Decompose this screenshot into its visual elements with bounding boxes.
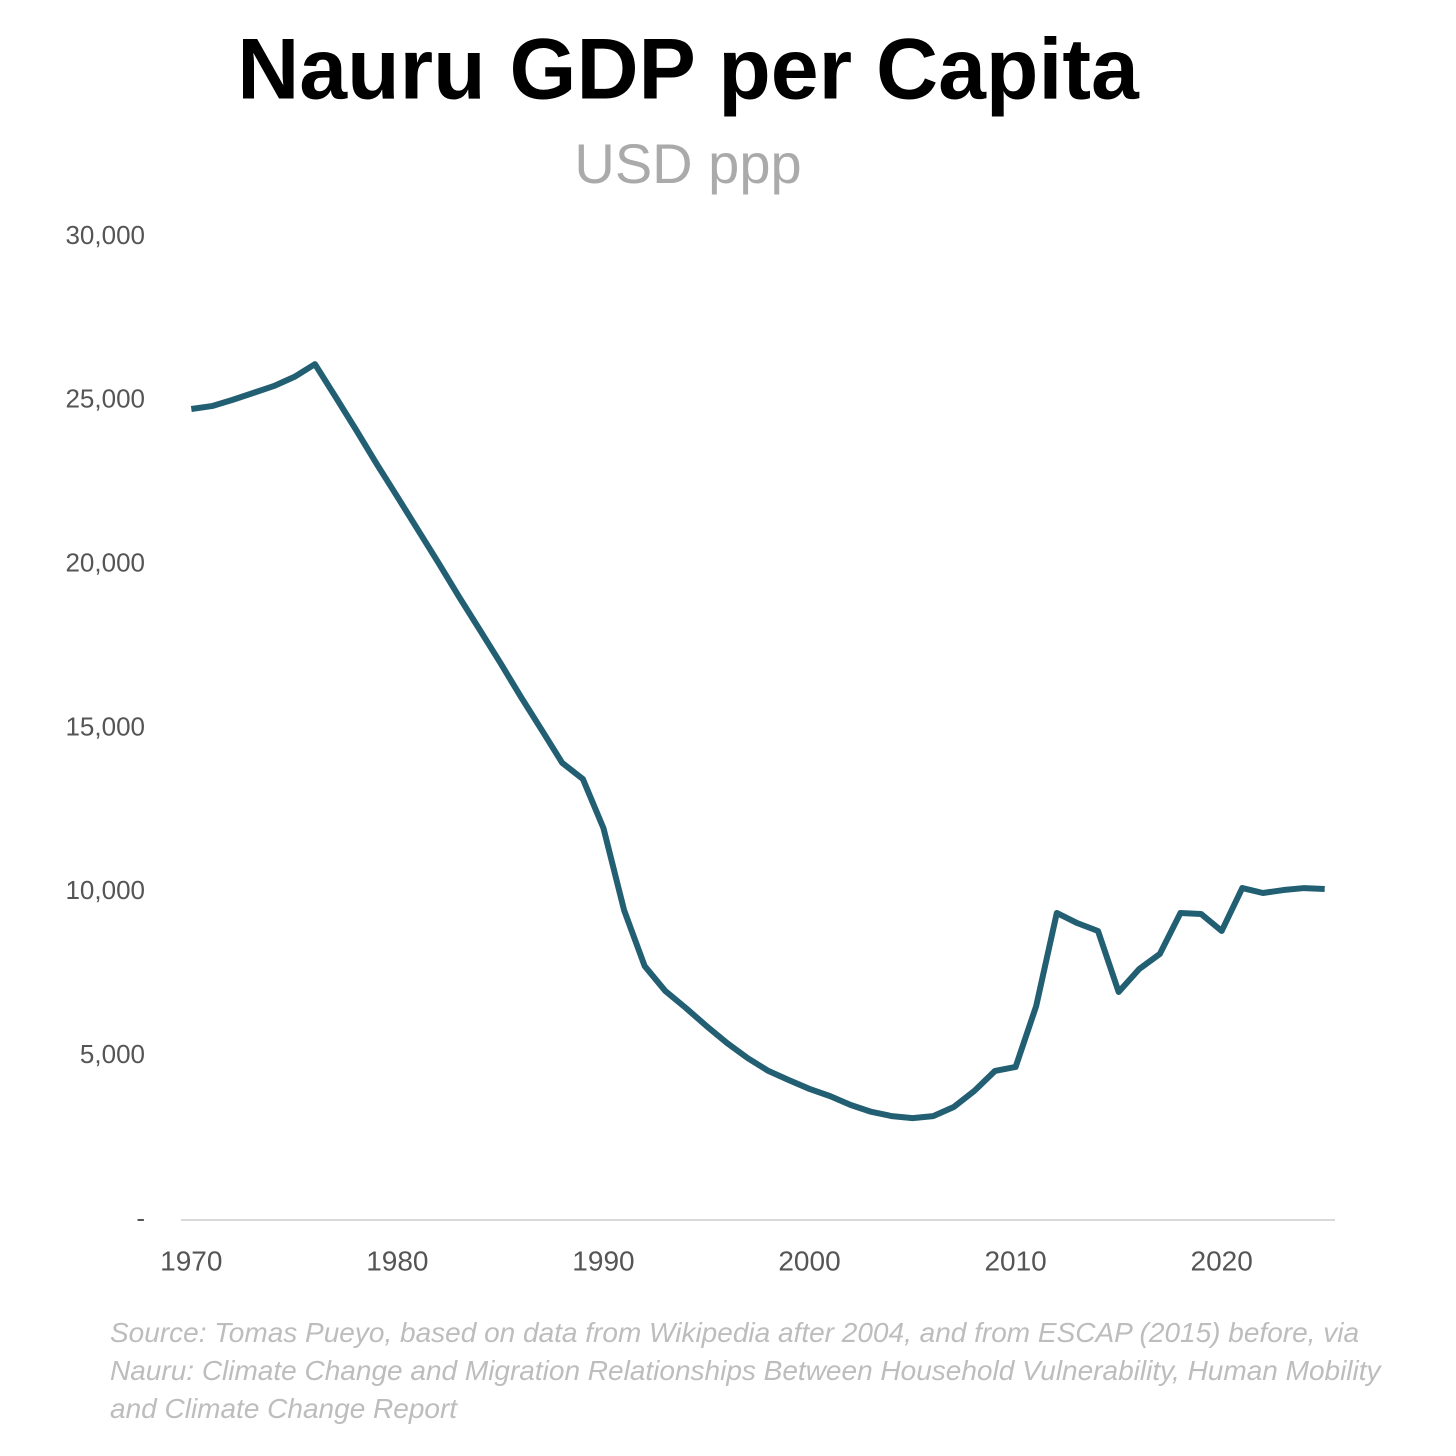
y-tick-label: 25,000 xyxy=(65,384,145,414)
y-tick-label: 10,000 xyxy=(65,875,145,905)
x-tick-label: 1990 xyxy=(572,1245,634,1276)
chart: Nauru GDP per Capita USD ppp - 5,000 10,00… xyxy=(65,22,1335,1276)
y-tick-label: 5,000 xyxy=(80,1039,145,1069)
y-tick-label: 15,000 xyxy=(65,711,145,741)
y-tick-label: 30,000 xyxy=(65,220,145,250)
x-tick-label: 1970 xyxy=(160,1245,222,1276)
data-line xyxy=(190,361,1325,1122)
x-tick-label: 2000 xyxy=(778,1245,840,1276)
x-tick-label: 1980 xyxy=(366,1245,428,1276)
y-tick-label: 20,000 xyxy=(65,548,145,578)
x-tick-label: 2010 xyxy=(984,1245,1046,1276)
chart-title: Nauru GDP per Capita xyxy=(237,22,1140,118)
chart-subtitle: USD ppp xyxy=(574,132,801,195)
source-note: Source: Tomas Pueyo, based on data from … xyxy=(110,1317,1381,1424)
x-tick-label: 2020 xyxy=(1191,1245,1253,1276)
y-tick-label: - xyxy=(136,1203,145,1233)
